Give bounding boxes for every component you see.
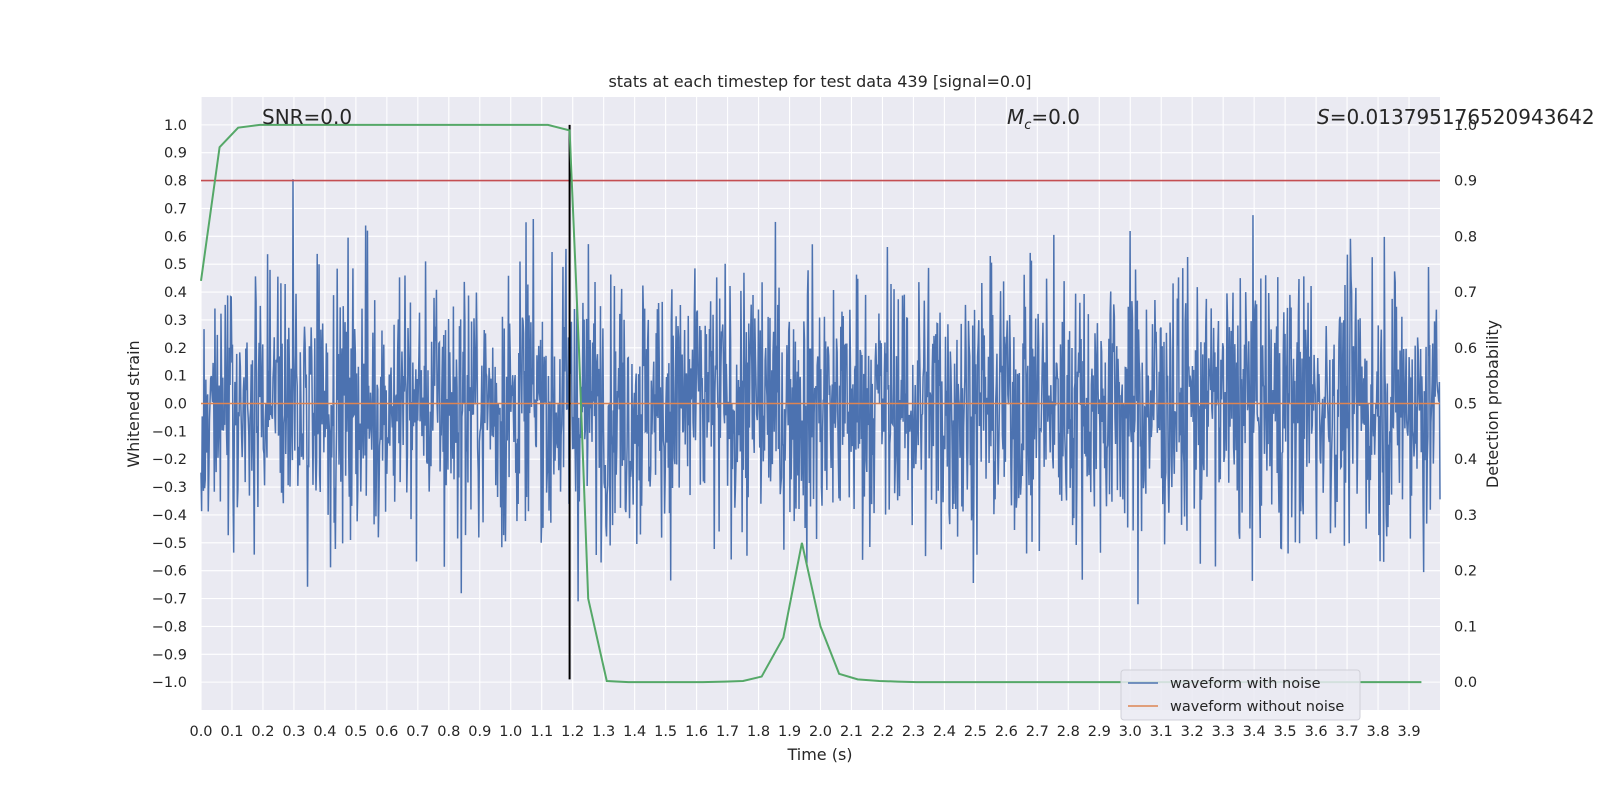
- x-tick-label: 0.9: [468, 724, 491, 740]
- x-tick-label: 3.9: [1397, 724, 1420, 740]
- x-tick-label: 3.6: [1305, 724, 1328, 740]
- y-axis-label: Whitened strain: [124, 340, 143, 467]
- x-tick-label: 1.6: [685, 724, 708, 740]
- y-tick-label: 0.7: [164, 201, 187, 217]
- y2-axis-label: Detection probability: [1483, 320, 1502, 488]
- x-tick-label: 3.7: [1336, 724, 1359, 740]
- y-tick-label: −0.5: [152, 536, 187, 552]
- y2-tick-label: 0.8: [1454, 229, 1477, 245]
- x-tick-label: 1.8: [747, 724, 770, 740]
- x-tick-label: 2.6: [995, 724, 1018, 740]
- y-tick-label: −0.4: [152, 508, 187, 524]
- y2-tick-label: 0.9: [1454, 174, 1477, 190]
- y-tick-label: −0.6: [152, 564, 187, 580]
- chirp-mass-value: =0.0: [1031, 105, 1080, 129]
- chirp-mass-subscript: c: [1024, 118, 1031, 133]
- x-tick-label: 0.8: [437, 724, 460, 740]
- x-tick-labels: 0.0 0.1 0.2 0.3 0.4 0.5 0.6 0.7 0.8 0.9 1.0 1.1 1.2 1…: [189, 724, 1420, 740]
- x-tick-label: 0.5: [344, 724, 367, 740]
- y2-tick-label: 0.7: [1454, 285, 1477, 301]
- y2-tick-label: 0.3: [1454, 508, 1477, 524]
- chirp-mass-symbol: M: [1007, 105, 1024, 129]
- x-tick-label: 0.0: [189, 724, 212, 740]
- x-tick-label: 0.7: [406, 724, 429, 740]
- x-tick-label: 2.8: [1057, 724, 1080, 740]
- y-tick-label: 0.4: [164, 285, 187, 301]
- y-tick-label: −0.8: [152, 619, 187, 635]
- x-tick-label: 1.7: [716, 724, 739, 740]
- x-tick-label: 3.5: [1274, 724, 1297, 740]
- y-tick-label: 0.5: [164, 257, 187, 273]
- x-tick-label: 1.3: [592, 724, 615, 740]
- y2-tick-label: 0.2: [1454, 564, 1477, 580]
- x-tick-label: 1.4: [623, 724, 646, 740]
- x-tick-label: 2.3: [902, 724, 925, 740]
- x-tick-label: 2.9: [1088, 724, 1111, 740]
- x-tick-label: 1.1: [530, 724, 553, 740]
- y-tick-label: −0.1: [152, 424, 187, 440]
- x-tick-label: 2.4: [933, 724, 956, 740]
- x-tick-label: 2.1: [840, 724, 863, 740]
- x-tick-label: 0.6: [375, 724, 398, 740]
- x-tick-label: 3.2: [1181, 724, 1204, 740]
- y2-tick-label: 0.5: [1454, 397, 1477, 413]
- y-tick-label: 0.0: [164, 397, 187, 413]
- x-tick-label: 3.3: [1212, 724, 1235, 740]
- legend-box: [1120, 669, 1361, 721]
- x-tick-label: 3.1: [1150, 724, 1173, 740]
- s-value: =0.013795176520943642: [1330, 105, 1595, 129]
- y-tick-labels: 1.0 0.9 0.8 0.7 0.6 0.5 0.4 0.3 0.2 0.1 0.0 −0.1 −0.…: [152, 118, 187, 691]
- y2-tick-label: 0.6: [1454, 341, 1477, 357]
- legend-label-noise: waveform with noise: [1170, 676, 1321, 692]
- y-tick-label: 1.0: [164, 118, 187, 134]
- chirp-mass-annotation: Mc=0.0: [1007, 105, 1080, 133]
- y2-tick-label: 0.1: [1454, 619, 1477, 635]
- x-tick-label: 3.8: [1367, 724, 1390, 740]
- y-tick-label: −0.7: [152, 592, 187, 608]
- noise-waveform-line: [200, 179, 1441, 605]
- y-tick-label: 0.9: [164, 146, 187, 162]
- legend: waveform with noise waveform without noi…: [1120, 669, 1361, 721]
- x-tick-label: 1.5: [654, 724, 677, 740]
- snr-annotation: SNR=0.0: [262, 105, 352, 129]
- s-symbol: S: [1317, 105, 1330, 129]
- y2-tick-labels: 1.0 0.9 0.8 0.7 0.6 0.5 0.4 0.3 0.2 0.1 0.0: [1454, 118, 1477, 691]
- noise-series: [200, 179, 1441, 605]
- x-tick-label: 2.5: [964, 724, 987, 740]
- x-tick-label: 2.0: [809, 724, 832, 740]
- x-tick-label: 3.0: [1119, 724, 1142, 740]
- x-tick-label: 1.2: [561, 724, 584, 740]
- y-tick-label: −0.9: [152, 647, 187, 663]
- y-tick-label: 0.2: [164, 341, 187, 357]
- y-tick-label: 0.6: [164, 229, 187, 245]
- x-tick-label: 1.0: [499, 724, 522, 740]
- y-tick-label: −0.3: [152, 480, 187, 496]
- y-tick-label: 0.8: [164, 174, 187, 190]
- x-tick-label: 2.7: [1026, 724, 1049, 740]
- x-tick-label: 0.1: [220, 724, 243, 740]
- x-tick-label: 0.3: [282, 724, 305, 740]
- x-tick-label: 1.9: [778, 724, 801, 740]
- legend-label-clean: waveform without noise: [1170, 699, 1344, 715]
- y2-tick-label: 0.4: [1454, 452, 1477, 468]
- y-tick-label: −0.2: [152, 452, 187, 468]
- chart-title: stats at each timestep for test data 439…: [608, 72, 1031, 91]
- y-tick-label: 0.3: [164, 313, 187, 329]
- y-tick-label: 0.1: [164, 369, 187, 385]
- y2-tick-label: 1.0: [1454, 118, 1477, 134]
- x-tick-label: 0.4: [313, 724, 336, 740]
- x-tick-label: 3.4: [1243, 724, 1266, 740]
- s-annotation: S=0.013795176520943642: [1317, 105, 1595, 129]
- x-tick-label: 2.2: [871, 724, 894, 740]
- y-tick-label: −1.0: [152, 675, 187, 691]
- x-tick-label: 0.2: [251, 724, 274, 740]
- x-axis-label: Time (s): [786, 745, 852, 764]
- y2-tick-label: 0.0: [1454, 675, 1477, 691]
